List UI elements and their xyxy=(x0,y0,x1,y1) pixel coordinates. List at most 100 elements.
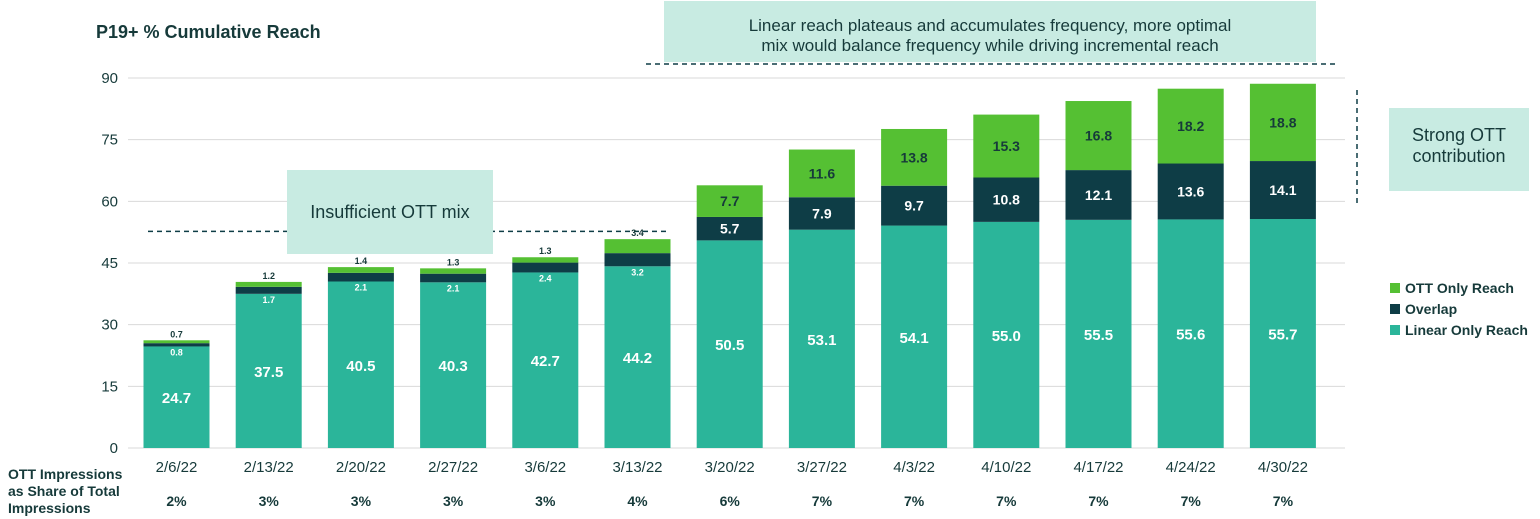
data-label-linear: 40.3 xyxy=(438,358,467,375)
x-tick-label: 3/6/22 xyxy=(524,459,566,476)
data-label-overlap: 13.6 xyxy=(1177,183,1204,199)
data-label-ott: 1.3 xyxy=(447,257,460,267)
legend-swatch-overlap xyxy=(1390,303,1400,314)
bar-ott-only xyxy=(696,185,763,217)
ott-share-value: 7% xyxy=(1181,493,1202,509)
data-label-linear: 40.5 xyxy=(346,358,375,375)
data-label-linear: 53.1 xyxy=(807,332,836,349)
legend-label-linear: Linear Only Reach xyxy=(1405,321,1528,338)
linear-plateau-annotation: Linear reach plateaus and accumulates fr… xyxy=(664,1,1316,62)
bar-linear-only xyxy=(1249,219,1316,448)
x-tick-label: 3/20/22 xyxy=(705,459,755,476)
legend-item-overlap: Overlap xyxy=(1390,298,1528,319)
ott-share-value: 7% xyxy=(1088,493,1109,509)
data-label-ott: 11.6 xyxy=(809,165,836,181)
x-tick-label: 2/27/22 xyxy=(428,459,478,476)
bar-ott-only xyxy=(788,149,855,198)
ott-share-value: 3% xyxy=(351,493,372,509)
bar-ott-only xyxy=(512,257,579,263)
data-label-linear: 50.5 xyxy=(715,337,744,354)
bar-linear-only xyxy=(420,282,487,448)
data-label-ott: 16.8 xyxy=(1085,128,1112,144)
legend-item-linear: Linear Only Reach xyxy=(1390,319,1528,340)
y-tick-label: 15 xyxy=(101,378,118,395)
data-label-ott: 18.2 xyxy=(1177,118,1204,134)
data-label-overlap: 14.1 xyxy=(1269,182,1296,198)
ott-share-value: 4% xyxy=(627,493,648,509)
data-label-overlap: 2.1 xyxy=(355,283,368,293)
bar-ott-only xyxy=(604,239,671,254)
data-label-overlap: 12.1 xyxy=(1085,187,1112,203)
legend-label-ott: OTT Only Reach xyxy=(1405,279,1514,296)
strong-ott-line-2: contribution xyxy=(1412,146,1506,166)
data-label-ott: 18.8 xyxy=(1269,114,1296,130)
bar-linear-only xyxy=(1065,219,1132,448)
data-label-linear: 55.7 xyxy=(1268,327,1297,344)
x-tick-label: 2/6/22 xyxy=(156,459,198,476)
ott-share-value: 7% xyxy=(996,493,1017,509)
bar-linear-only xyxy=(604,266,671,448)
data-label-overlap: 10.8 xyxy=(993,192,1020,208)
ott-share-row-label: OTT Impressions as Share of Total Impres… xyxy=(8,466,138,517)
x-tick-label: 2/13/22 xyxy=(244,459,294,476)
legend-swatch-ott xyxy=(1390,282,1400,293)
bar-linear-only xyxy=(881,225,948,448)
bar-ott-only xyxy=(327,267,394,273)
bar-ott-only xyxy=(143,340,210,344)
data-label-overlap: 2.4 xyxy=(539,273,552,283)
bar-overlap xyxy=(881,185,948,226)
x-tick-label: 4/17/22 xyxy=(1073,459,1123,476)
y-tick-label: 75 xyxy=(101,132,118,149)
data-label-overlap: 2.1 xyxy=(447,283,460,293)
strong-ott-line-1: Strong OTT xyxy=(1411,125,1507,145)
bar-overlap xyxy=(788,197,855,230)
data-label-ott: 3.4 xyxy=(631,228,644,238)
y-tick-label: 90 xyxy=(101,70,118,87)
ott-share-value: 6% xyxy=(720,493,741,509)
y-tick-label: 45 xyxy=(101,255,118,272)
bar-ott-only xyxy=(881,128,948,186)
bar-overlap xyxy=(1249,161,1316,220)
x-tick-label: 3/27/22 xyxy=(797,459,847,476)
y-tick-label: 30 xyxy=(101,317,118,334)
data-label-overlap: 1.7 xyxy=(262,295,275,305)
bar-ott-only xyxy=(973,114,1040,178)
ott-share-value: 3% xyxy=(535,493,556,509)
legend: OTT Only Reach Overlap Linear Only Reach xyxy=(1390,277,1528,340)
ott-share-value: 7% xyxy=(904,493,925,509)
ott-share-label-line-1: OTT Impressions xyxy=(8,466,123,482)
legend-swatch-linear xyxy=(1390,324,1400,335)
bar-ott-only xyxy=(420,268,487,274)
data-label-ott: 13.8 xyxy=(900,149,927,165)
bar-overlap xyxy=(604,253,671,267)
bar-linear-only xyxy=(696,240,763,448)
bar-ott-only xyxy=(1249,83,1316,162)
ott-share-value: 2% xyxy=(166,493,187,509)
bar-linear-only xyxy=(1157,219,1224,448)
data-label-ott: 1.4 xyxy=(355,256,368,266)
ott-share-label-line-2: as Share of Total xyxy=(8,483,120,499)
bar-overlap xyxy=(327,272,394,282)
insufficient-ott-annotation: Insufficient OTT mix xyxy=(287,170,493,254)
ott-share-value: 7% xyxy=(1273,493,1294,509)
strong-ott-annotation: Strong OTT contribution xyxy=(1389,108,1529,191)
data-label-ott: 15.3 xyxy=(993,138,1020,154)
bar-linear-only xyxy=(327,281,394,448)
data-label-overlap: 3.2 xyxy=(631,267,644,277)
x-tick-label: 2/20/22 xyxy=(336,459,386,476)
ott-share-value: 3% xyxy=(443,493,464,509)
data-label-overlap: 5.7 xyxy=(720,221,740,237)
x-tick-label: 3/13/22 xyxy=(612,459,662,476)
bar-linear-only xyxy=(235,293,302,448)
data-label-overlap: 9.7 xyxy=(904,198,924,214)
bar-ott-only xyxy=(1065,101,1132,171)
ott-share-value: 7% xyxy=(812,493,833,509)
bar-overlap xyxy=(1065,170,1132,220)
linear-plateau-line-1: Linear reach plateaus and accumulates fr… xyxy=(748,16,1232,35)
ott-share-value: 3% xyxy=(259,493,280,509)
y-tick-label: 60 xyxy=(101,193,118,210)
data-label-linear: 44.2 xyxy=(623,350,652,367)
legend-label-overlap: Overlap xyxy=(1405,300,1458,317)
data-label-overlap: 0.8 xyxy=(170,347,183,357)
